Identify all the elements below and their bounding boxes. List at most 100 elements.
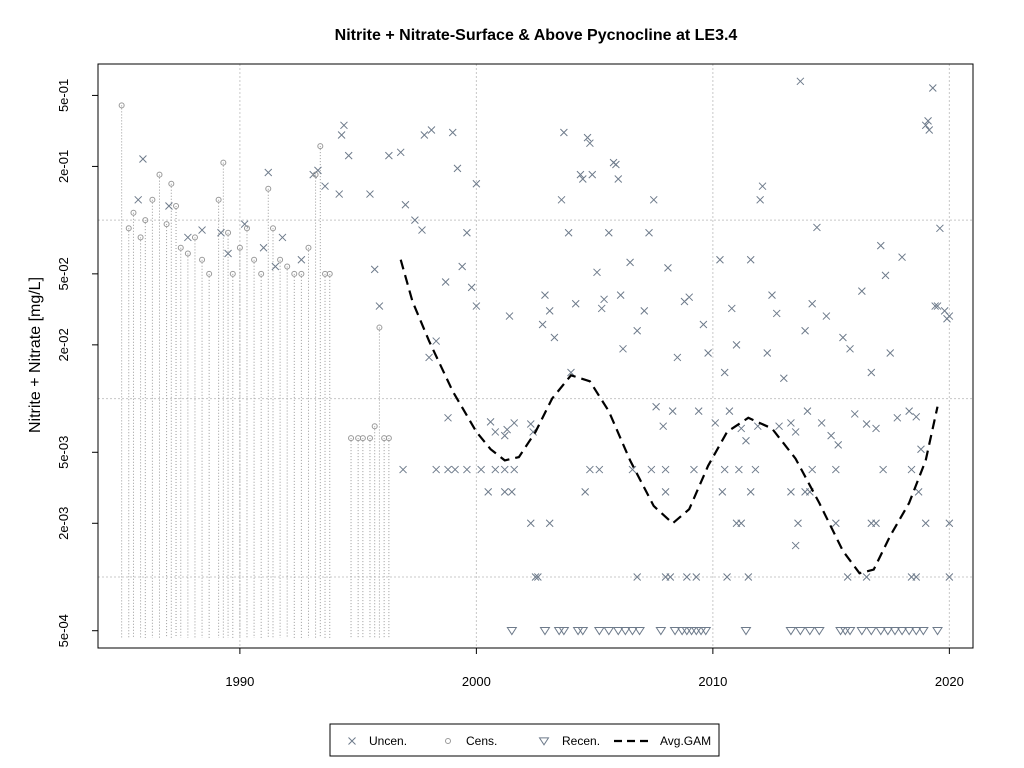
uncensored-point [375,302,384,310]
censored-point [265,185,272,192]
uncensored-point [921,121,930,130]
uncensored-point [526,420,535,428]
uncensored-point [628,465,637,474]
censored-point [312,171,319,178]
censored-point [220,159,227,166]
x-axis: 1990 2000 2010 2020 [225,648,964,689]
recensored-point [539,627,551,636]
censored-point [125,225,132,232]
legend-item: Cens. [445,734,497,748]
recensored-point [813,627,825,636]
x-tick-label: 1990 [225,674,254,689]
uncensored-point [500,431,509,440]
uncensored-point [441,278,450,286]
censored-point [251,256,258,263]
censored-point [199,256,206,263]
recensored-point [506,627,518,636]
censored-point [163,221,170,228]
uncensored-point [905,407,914,416]
y-axis-label: Nitrite + Nitrate [mg/L] [27,277,44,433]
uncensored-point [198,226,206,234]
uncensored-point [668,407,677,416]
uncensored-point [444,465,452,474]
uncensored-point [787,419,795,427]
uncensored-point [768,291,776,299]
recensored-point [686,627,697,636]
recensored-point [835,627,846,636]
uncensored-point [746,488,755,496]
uncensored-point [893,413,902,422]
uncensored-point [586,139,594,148]
uncensored-point [399,465,407,474]
censored-point [348,435,355,442]
recensored-point [785,627,797,636]
uncensored-point [661,465,670,474]
uncensored-point [486,418,495,426]
censored-point [156,171,163,178]
plot-frame [97,63,974,649]
recensored-point [690,627,702,636]
censored-point [118,102,125,109]
uncensored-point [314,166,322,175]
uncensored-point [756,195,765,204]
uncensored-point [401,200,410,209]
uncensored-point [507,488,516,496]
uncensored-point [831,465,840,474]
uncensored-point [912,412,921,421]
uncensored-point [418,226,426,234]
uncensored-point [931,302,940,310]
legend-label: Recen. [562,734,600,748]
uncensored-point [463,465,471,474]
censored-point [326,270,333,277]
uncensored-point [699,320,708,329]
uncensored-point [510,419,519,427]
legend-box [329,723,720,757]
uncensored-point [472,302,481,310]
recensored-point [889,627,901,636]
legend-label: Uncen. [369,734,407,748]
recensored-point [603,627,615,636]
uncensored-point [649,195,658,204]
uncensored-point [907,465,916,474]
gam-line-group [399,259,939,575]
censored-point [173,203,180,210]
uncensored-point [758,182,767,191]
uncensored-point [500,488,509,496]
uncensored-point [720,368,729,377]
censored-point [236,244,243,251]
legend-item: Avg.GAM [614,734,711,748]
censored-point [270,225,276,232]
uncensored-point [886,349,895,357]
uncensored-point [737,424,746,433]
uncensored-point [933,302,942,310]
uncensored-point [843,573,852,581]
uncensored-point [321,182,329,191]
uncensored-point [557,195,566,204]
censored-point [149,196,156,203]
uncensored-point [427,126,436,134]
uncensored-point [692,573,701,581]
y-tick-label: 2e-03 [56,507,71,540]
uncensored-point [337,131,346,139]
uncensored-point [772,309,781,318]
uncensored-point [633,326,642,335]
recensored-point [619,627,631,636]
uncensored-point [732,341,741,349]
uncensored-point [633,573,642,581]
uncensored-point [600,295,608,304]
censored-point [225,229,232,236]
uncensored-point [659,422,668,431]
y-tick-label: 5e-04 [56,614,71,647]
censored-point [305,244,312,251]
recensored-point [896,627,908,636]
recensored-point [627,627,638,636]
uncensored-point [704,349,712,357]
recensored-point [804,627,816,636]
recensored-point [839,627,851,636]
uncensored-point [787,488,795,496]
x-tick-label: 2020 [935,674,964,689]
legend-label: Cens. [466,734,497,748]
uncensored-point [716,255,724,264]
uncensored-point [791,541,800,550]
